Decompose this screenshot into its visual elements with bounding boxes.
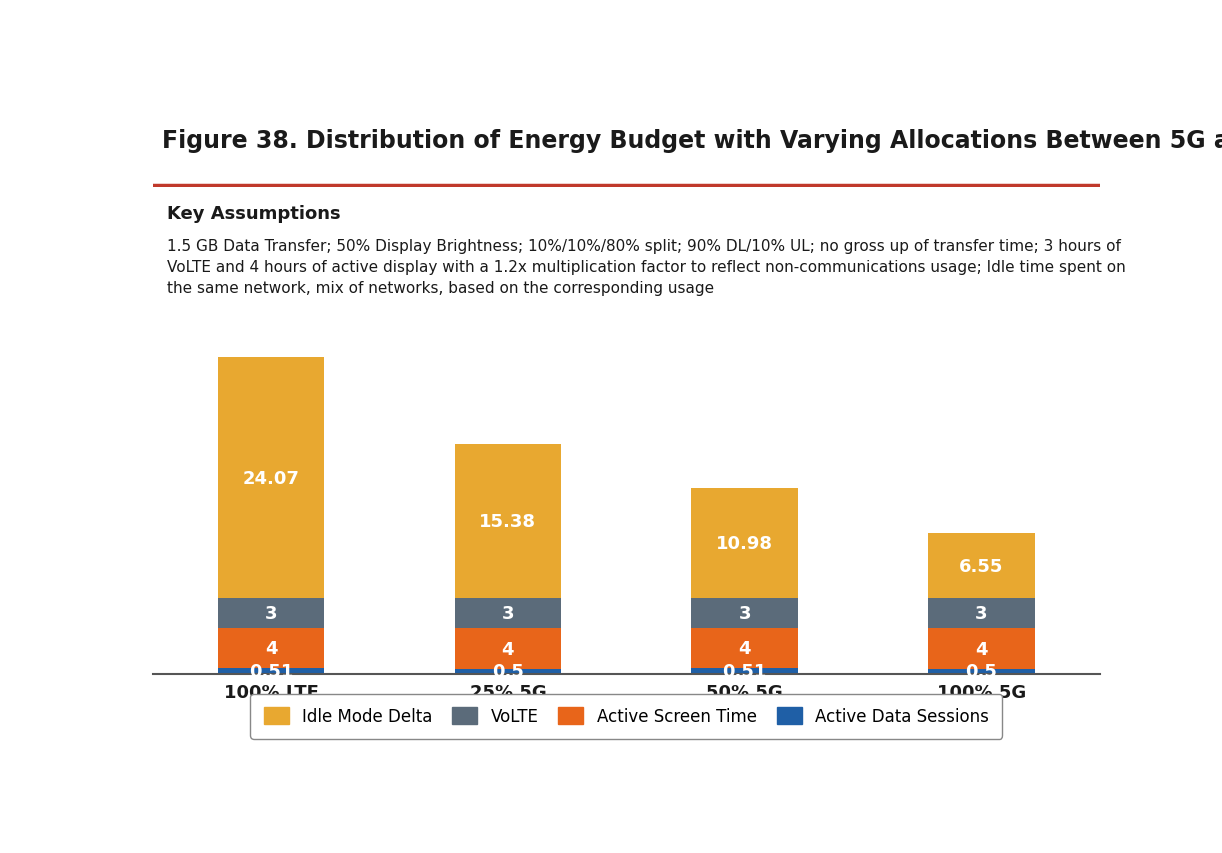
- X-axis label: Hours: Hours: [591, 712, 661, 733]
- Text: 3: 3: [265, 605, 277, 623]
- Text: 4: 4: [502, 640, 514, 658]
- Bar: [692, 489, 798, 599]
- Text: 3: 3: [738, 605, 750, 623]
- Bar: [692, 629, 798, 669]
- Text: Key Assumptions: Key Assumptions: [167, 205, 341, 223]
- Bar: [929, 599, 1035, 629]
- Bar: [218, 599, 324, 629]
- Text: 0.51: 0.51: [249, 662, 293, 680]
- Bar: [692, 599, 798, 629]
- Text: 10.98: 10.98: [716, 535, 774, 553]
- Text: 24.07: 24.07: [243, 469, 299, 487]
- Text: 0.51: 0.51: [722, 662, 767, 680]
- Bar: [455, 444, 561, 599]
- Text: 0.5: 0.5: [492, 662, 524, 681]
- Text: 4: 4: [975, 640, 987, 658]
- Text: 4: 4: [265, 640, 277, 658]
- Text: 0.5: 0.5: [965, 662, 997, 681]
- Bar: [929, 533, 1035, 599]
- Bar: [929, 669, 1035, 674]
- Text: 1.5 GB Data Transfer; 50% Display Brightness; 10%/10%/80% split; 90% DL/10% UL; : 1.5 GB Data Transfer; 50% Display Bright…: [167, 238, 1125, 295]
- Bar: [692, 669, 798, 674]
- Bar: [929, 629, 1035, 669]
- Text: Figure 38. Distribution of Energy Budget with Varying Allocations Between 5G and: Figure 38. Distribution of Energy Budget…: [163, 129, 1222, 153]
- Bar: [455, 629, 561, 669]
- Bar: [218, 357, 324, 599]
- Legend: Idle Mode Delta, VoLTE, Active Screen Time, Active Data Sessions: Idle Mode Delta, VoLTE, Active Screen Ti…: [251, 694, 1002, 739]
- Bar: [218, 669, 324, 674]
- Bar: [455, 669, 561, 674]
- Text: 6.55: 6.55: [959, 557, 1003, 575]
- Bar: [218, 629, 324, 669]
- Text: 15.38: 15.38: [479, 513, 536, 531]
- Text: 3: 3: [975, 605, 987, 623]
- Bar: [455, 599, 561, 629]
- Text: 4: 4: [738, 640, 750, 658]
- Text: 3: 3: [502, 605, 514, 623]
